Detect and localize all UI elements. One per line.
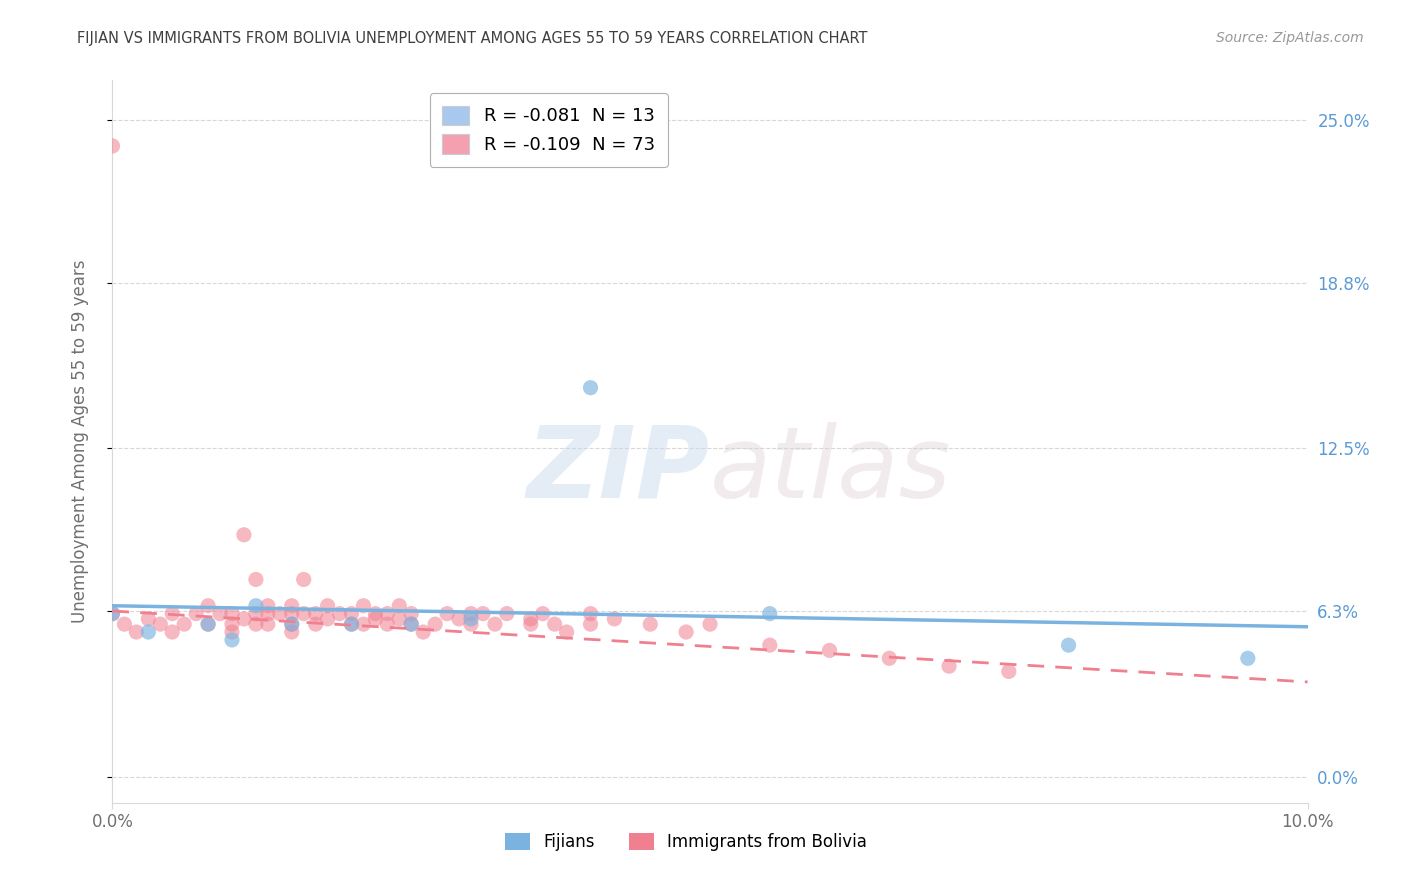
Point xyxy=(340,617,363,632)
Point xyxy=(233,612,256,626)
Point xyxy=(257,617,280,632)
Text: FIJIAN VS IMMIGRANTS FROM BOLIVIA UNEMPLOYMENT AMONG AGES 55 TO 59 YEARS CORRELA: FIJIAN VS IMMIGRANTS FROM BOLIVIA UNEMPL… xyxy=(77,31,868,46)
Point xyxy=(579,607,602,621)
Point xyxy=(138,612,160,626)
Point xyxy=(759,638,782,652)
Point xyxy=(173,617,195,632)
Point xyxy=(316,612,339,626)
Point xyxy=(818,643,841,657)
Point xyxy=(460,607,482,621)
Point xyxy=(197,617,219,632)
Point xyxy=(879,651,901,665)
Point xyxy=(520,612,543,626)
Point xyxy=(388,612,411,626)
Point xyxy=(245,573,267,587)
Point xyxy=(292,573,315,587)
Point xyxy=(329,607,352,621)
Point xyxy=(245,599,267,613)
Point xyxy=(281,617,304,632)
Point xyxy=(221,617,243,632)
Point xyxy=(579,381,602,395)
Point xyxy=(640,617,662,632)
Point xyxy=(675,625,697,640)
Point xyxy=(699,617,721,632)
Point xyxy=(555,625,578,640)
Point xyxy=(257,599,280,613)
Text: Source: ZipAtlas.com: Source: ZipAtlas.com xyxy=(1216,31,1364,45)
Point xyxy=(281,617,304,632)
Point xyxy=(425,617,447,632)
Point xyxy=(401,617,423,632)
Point xyxy=(579,617,602,632)
Point xyxy=(209,607,232,621)
Point xyxy=(340,607,363,621)
Point xyxy=(149,617,172,632)
Point xyxy=(938,659,960,673)
Point xyxy=(377,607,399,621)
Point xyxy=(401,607,423,621)
Point xyxy=(197,617,219,632)
Point xyxy=(138,625,160,640)
Point xyxy=(377,617,399,632)
Point xyxy=(257,607,280,621)
Point xyxy=(484,617,506,632)
Point xyxy=(305,617,328,632)
Point xyxy=(520,617,543,632)
Y-axis label: Unemployment Among Ages 55 to 59 years: Unemployment Among Ages 55 to 59 years xyxy=(70,260,89,624)
Point xyxy=(316,599,339,613)
Point xyxy=(436,607,458,621)
Legend: Fijians, Immigrants from Bolivia: Fijians, Immigrants from Bolivia xyxy=(498,825,875,860)
Point xyxy=(162,625,183,640)
Point xyxy=(364,607,387,621)
Point xyxy=(998,665,1021,679)
Point xyxy=(114,617,135,632)
Point xyxy=(305,607,328,621)
Point xyxy=(460,617,482,632)
Point xyxy=(401,617,423,632)
Point xyxy=(281,599,304,613)
Point xyxy=(269,607,291,621)
Point xyxy=(221,632,243,647)
Point xyxy=(162,607,183,621)
Point xyxy=(292,607,315,621)
Point xyxy=(233,528,256,542)
Point xyxy=(472,607,495,621)
Point xyxy=(340,617,363,632)
Point xyxy=(197,599,219,613)
Point xyxy=(1237,651,1260,665)
Point xyxy=(543,617,565,632)
Point xyxy=(364,612,387,626)
Point xyxy=(245,607,267,621)
Point xyxy=(460,612,482,626)
Point xyxy=(531,607,554,621)
Point xyxy=(353,599,375,613)
Point xyxy=(449,612,471,626)
Point xyxy=(1057,638,1080,652)
Point xyxy=(759,607,782,621)
Point xyxy=(101,607,124,621)
Point xyxy=(412,625,434,640)
Point xyxy=(101,607,124,621)
Point xyxy=(353,617,375,632)
Point xyxy=(388,599,411,613)
Text: ZIP: ZIP xyxy=(527,422,710,519)
Point xyxy=(101,139,124,153)
Point xyxy=(281,607,304,621)
Text: atlas: atlas xyxy=(710,422,952,519)
Point xyxy=(221,607,243,621)
Point xyxy=(603,612,626,626)
Point xyxy=(125,625,148,640)
Point xyxy=(281,625,304,640)
Point xyxy=(186,607,208,621)
Point xyxy=(221,625,243,640)
Point xyxy=(496,607,519,621)
Point xyxy=(245,617,267,632)
